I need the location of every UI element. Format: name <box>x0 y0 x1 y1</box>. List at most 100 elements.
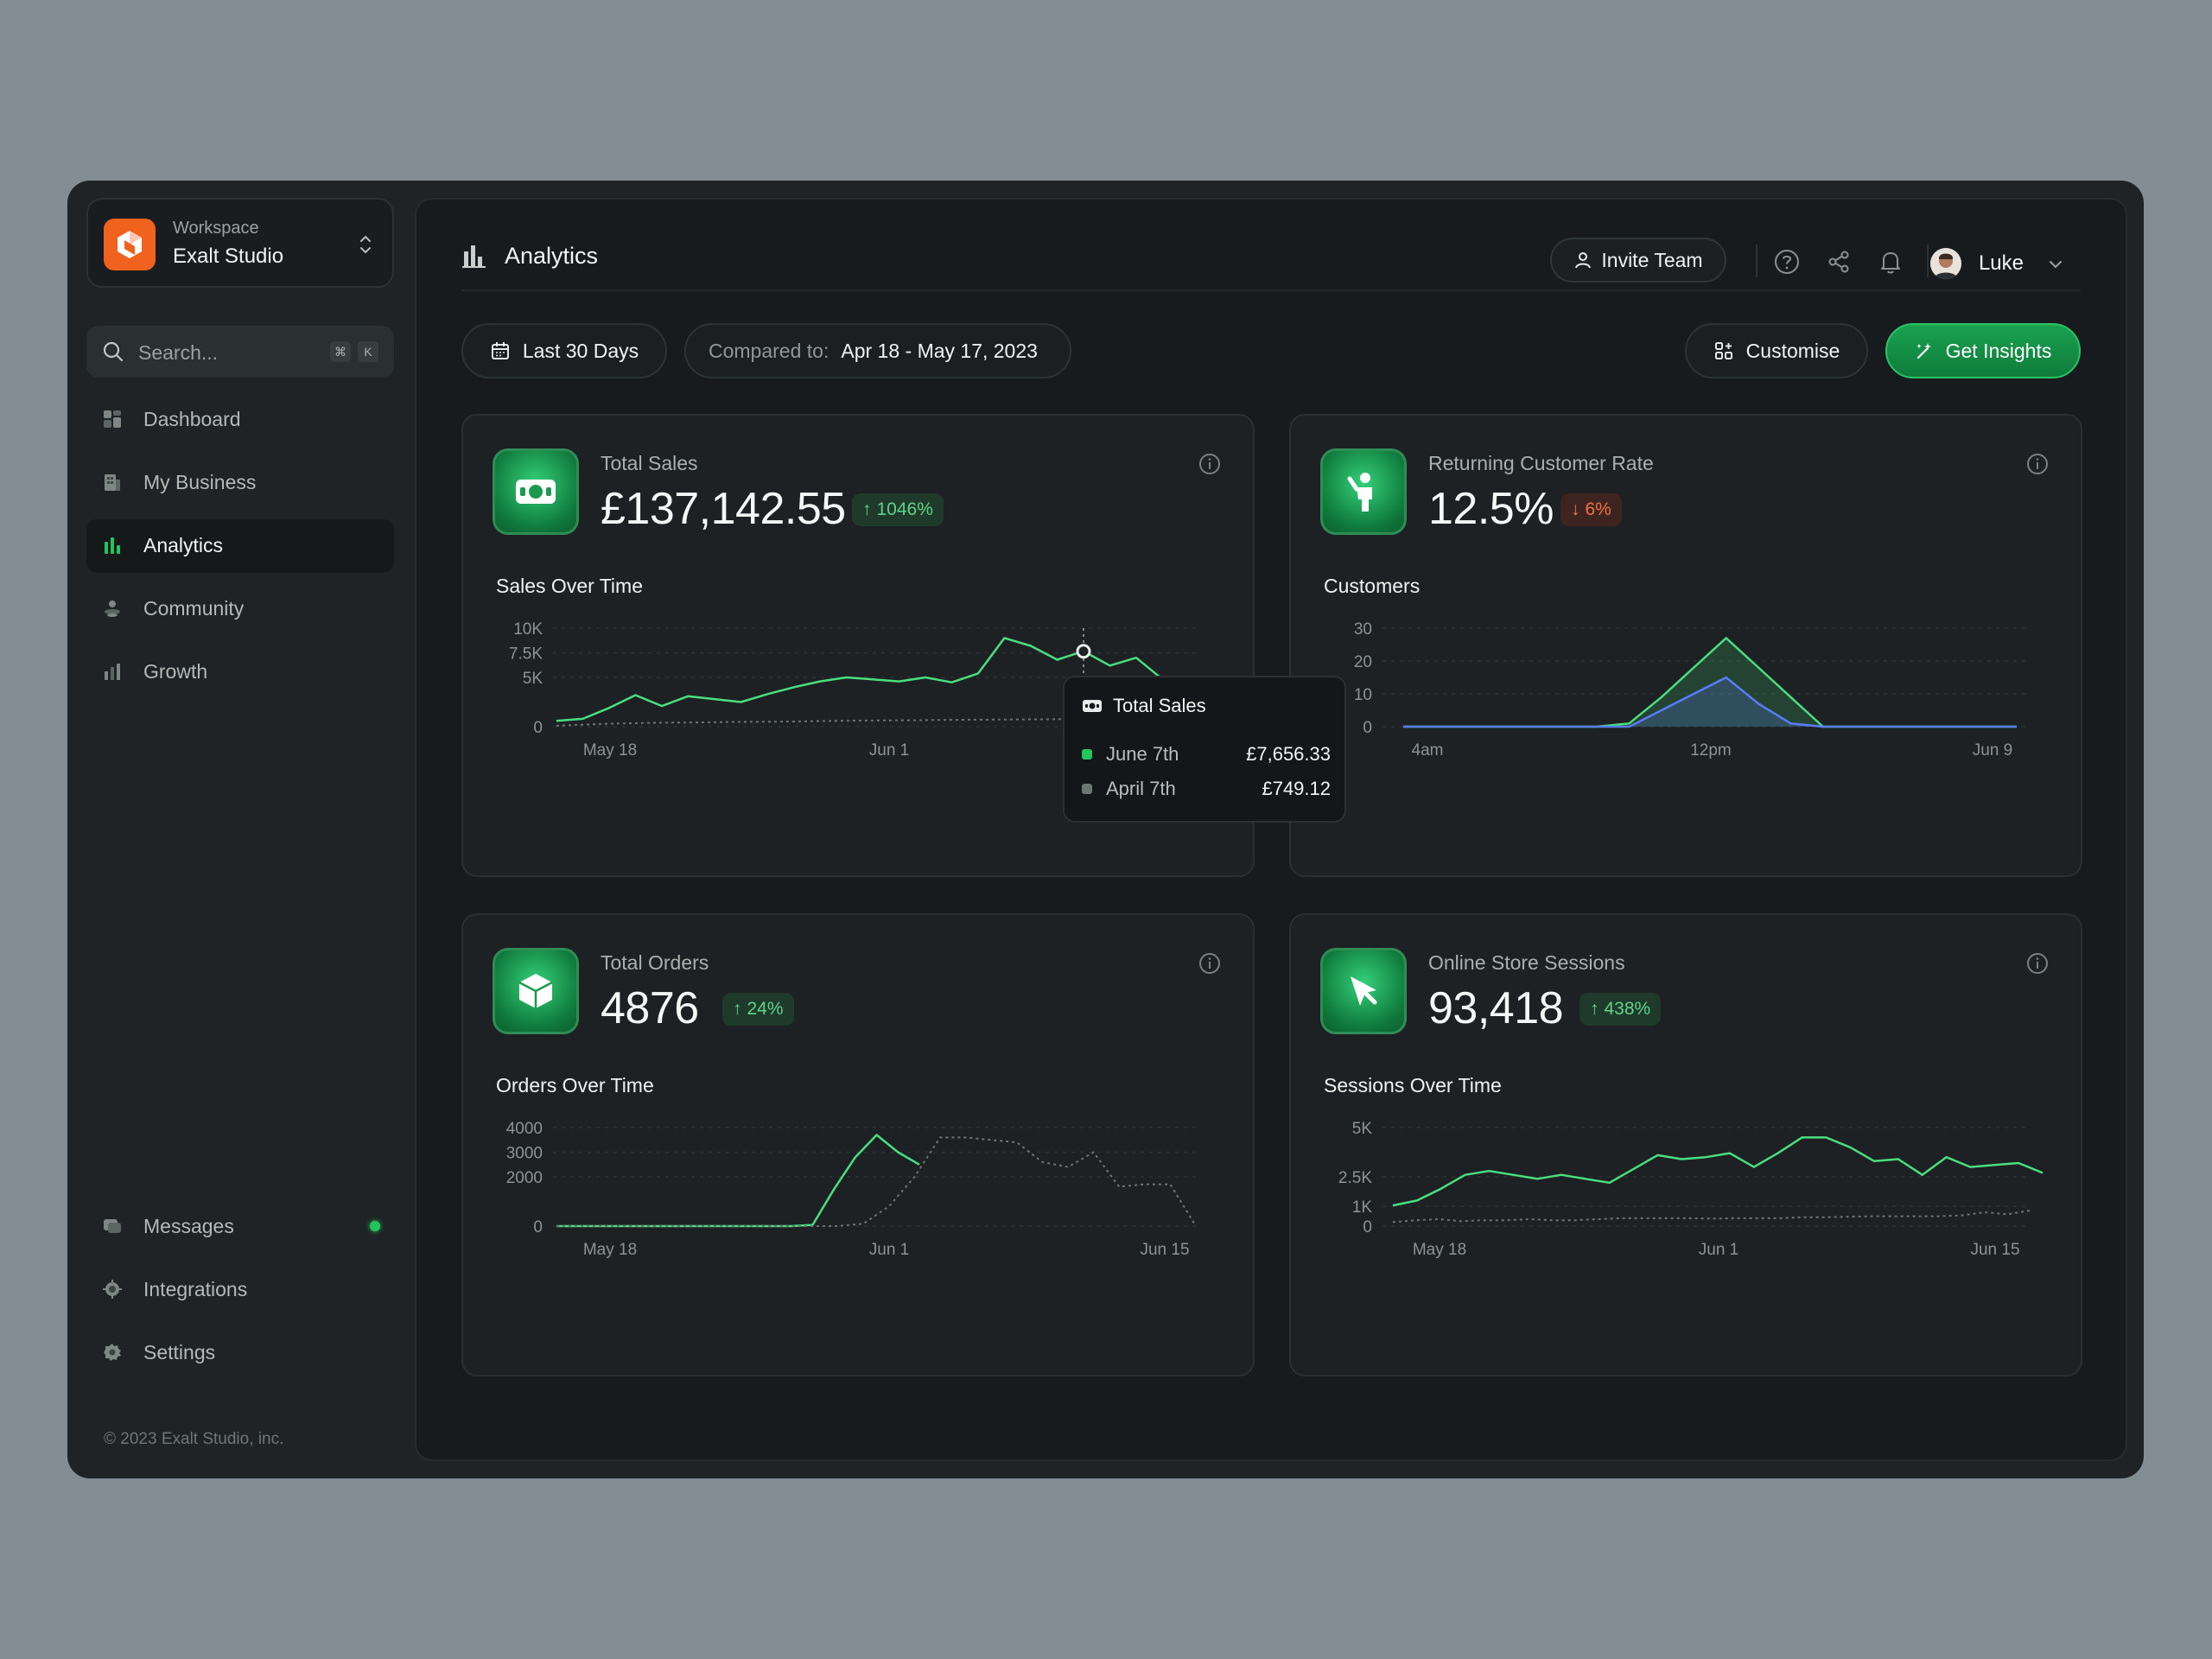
chart-title: Sales Over Time <box>496 575 643 597</box>
x-tick-label: 4am <box>1412 741 1444 760</box>
series-line <box>556 1136 1197 1227</box>
gear-icon <box>104 1344 121 1361</box>
chart-tooltip: Total Sales June 7th £7,656.33 April 7th… <box>1063 676 1346 823</box>
workspace-label: Workspace <box>173 219 259 238</box>
share-icon[interactable] <box>1825 248 1853 276</box>
date-range-selector[interactable]: Last 30 Days <box>461 323 667 378</box>
info-icon[interactable] <box>2025 951 2050 976</box>
kbd-k: K <box>358 341 378 362</box>
online-store-sessions-card: Online Store Sessions 93,418 ↑ 438% Sess… <box>1289 913 2082 1376</box>
get-insights-label: Get Insights <box>1945 339 2052 362</box>
divider <box>1927 245 1929 277</box>
sidebar-nav: Dashboard My Business Analytics Communit… <box>86 393 394 709</box>
sidebar-item-community[interactable]: Community <box>86 582 394 634</box>
legend-swatch <box>1082 749 1092 760</box>
chat-icon <box>104 1219 121 1233</box>
arrow-up-icon: ↑ <box>862 499 872 519</box>
user-name[interactable]: Luke <box>1978 251 2024 275</box>
sidebar-item-integrations[interactable]: Integrations <box>86 1263 394 1315</box>
card-label: Total Orders <box>601 951 709 974</box>
chevron-updown-icon <box>360 235 371 254</box>
sidebar-item-settings[interactable]: Settings <box>86 1326 394 1378</box>
copyright-text: © 2023 Exalt Studio, inc. <box>104 1430 284 1448</box>
customise-label: Customise <box>1745 339 1840 362</box>
y-tick-label: 0 <box>1363 1218 1372 1236</box>
invite-team-button[interactable]: Invite Team <box>1550 238 1726 283</box>
box-icon <box>493 948 579 1034</box>
x-tick-label: Jun 9 <box>1973 741 2012 760</box>
sidebar-item-label: My Business <box>143 470 257 493</box>
sidebar: Workspace Exalt Studio ⌘ K Dashboard My … <box>67 181 415 1478</box>
info-icon[interactable] <box>2025 452 2050 476</box>
sidebar-item-label: Settings <box>143 1340 216 1363</box>
sidebar-item-analytics[interactable]: Analytics <box>86 519 394 571</box>
money-icon <box>493 448 579 535</box>
total-orders-card: Total Orders 4876 ↑ 24% Orders Over Time… <box>461 913 1255 1376</box>
workspace-logo-icon <box>104 219 156 270</box>
series-line <box>1392 1209 2031 1224</box>
y-tick-label: 1K <box>1352 1198 1373 1217</box>
x-tick-label: Jun 1 <box>1699 1241 1738 1259</box>
change-value: 438% <box>1604 999 1651 1019</box>
y-tick-label: 2.5K <box>1338 1169 1372 1187</box>
y-tick-label: 10K <box>513 620 543 639</box>
change-value: 1046% <box>876 499 933 519</box>
series-line <box>1392 1136 2044 1207</box>
workspace-switcher[interactable]: Workspace Exalt Studio <box>86 198 394 288</box>
bar-chart-icon <box>105 537 120 554</box>
search-input[interactable] <box>137 326 313 379</box>
bell-icon[interactable] <box>1877 248 1904 276</box>
help-icon[interactable] <box>1773 248 1801 276</box>
series-line <box>1403 676 2017 728</box>
change-badge: ↓ 6% <box>1560 493 1622 526</box>
change-badge: ↑ 1046% <box>852 493 944 526</box>
chevron-down-icon[interactable] <box>2046 255 2065 274</box>
series-line <box>556 1134 920 1228</box>
sessions-over-time-chart[interactable]: 01K 2.5K 5K May 18 Jun 1 Jun 15 <box>1291 1114 2084 1373</box>
card-value: £137,142.55 <box>601 484 846 534</box>
hover-point <box>1076 644 1091 659</box>
card-label: Returning Customer Rate <box>1428 452 1654 474</box>
y-tick-label: 7.5K <box>509 645 543 664</box>
x-tick-label: Jun 15 <box>1970 1241 2019 1259</box>
y-tick-label: 0 <box>533 1218 543 1236</box>
sidebar-item-my-business[interactable]: My Business <box>86 456 394 508</box>
sidebar-item-dashboard[interactable]: Dashboard <box>86 393 394 445</box>
returning-customer-card: Returning Customer Rate 12.5% ↓ 6% Custo… <box>1289 414 2082 877</box>
money-icon <box>1083 700 1102 712</box>
customise-button[interactable]: Customise <box>1685 323 1868 378</box>
y-tick-label: 10 <box>1354 686 1372 704</box>
y-tick-label: 5K <box>1352 1120 1373 1138</box>
x-tick-label: 12pm <box>1690 741 1732 760</box>
search-bar[interactable]: ⌘ K <box>86 326 394 379</box>
customers-chart[interactable]: 0 10 20 30 4am 12pm Jun 9 <box>1291 614 2084 874</box>
avatar[interactable] <box>1930 248 1961 279</box>
y-tick-label: 2000 <box>506 1169 543 1187</box>
card-value: 93,418 <box>1428 983 1564 1033</box>
info-icon[interactable] <box>1198 452 1222 476</box>
arrow-down-icon: ↓ <box>1571 499 1580 519</box>
tooltip-row: June 7th £7,656.33 <box>1082 743 1331 766</box>
integrations-icon <box>103 1280 122 1299</box>
y-tick-label: 3000 <box>506 1145 543 1163</box>
orders-over-time-chart[interactable]: 0 2000 3000 4000 May 18 Jun 1 Jun 15 <box>463 1114 1256 1373</box>
area-fill <box>1403 677 2017 727</box>
community-icon <box>105 601 120 617</box>
info-icon[interactable] <box>1198 951 1222 976</box>
arrow-up-icon: ↑ <box>733 999 742 1019</box>
tooltip-row-value: £7,656.33 <box>1246 743 1331 765</box>
cursor-icon <box>1320 948 1407 1034</box>
sidebar-item-growth[interactable]: Growth <box>86 645 394 697</box>
change-value: 24% <box>747 999 784 1019</box>
dashboard-icon <box>104 410 121 428</box>
sidebar-item-messages[interactable]: Messages <box>86 1200 394 1252</box>
y-tick-label: 30 <box>1354 620 1372 639</box>
page-title: Analytics <box>505 243 599 269</box>
get-insights-button[interactable]: Get Insights <box>1885 323 2081 378</box>
compare-range-selector[interactable]: Compared to: Apr 18 - May 17, 2023 <box>684 323 1071 378</box>
compared-value: Apr 18 - May 17, 2023 <box>841 339 1038 362</box>
tooltip-row-name: June 7th <box>1106 743 1179 765</box>
chart-title: Customers <box>1324 575 1421 597</box>
x-tick-label: May 18 <box>583 741 637 760</box>
card-label: Online Store Sessions <box>1428 951 1625 974</box>
